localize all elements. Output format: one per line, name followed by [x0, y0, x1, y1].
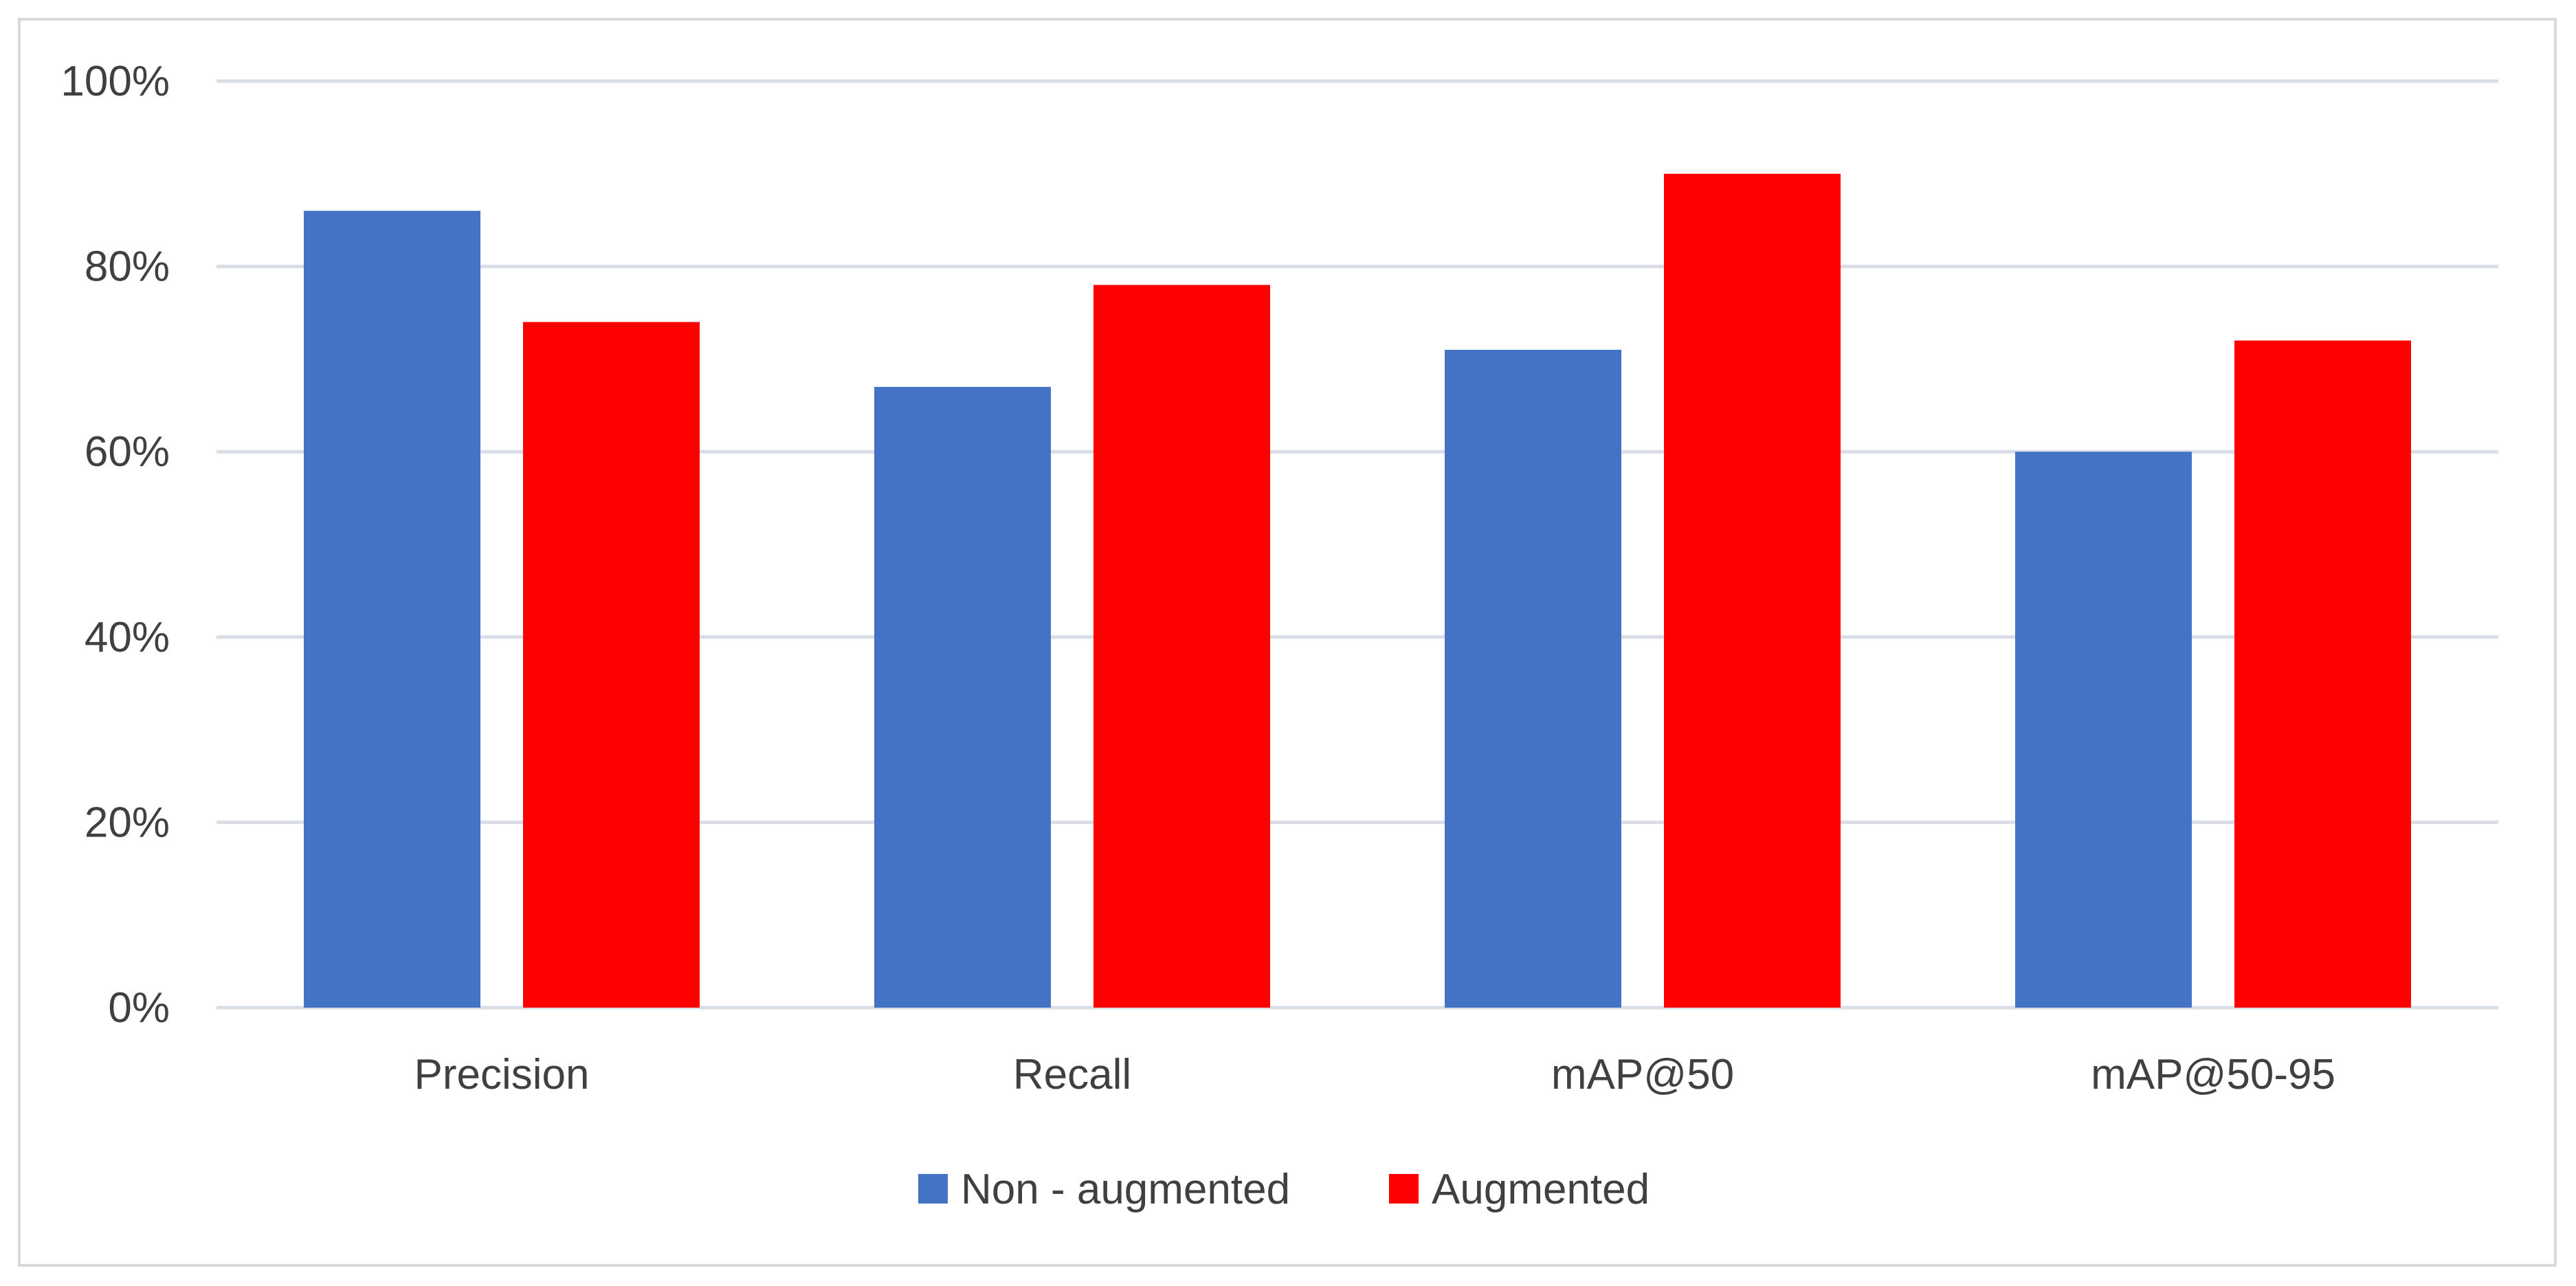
x-category-label: mAP@50-95: [2091, 1051, 2335, 1098]
bar-non-augmented-map-50-95: [2015, 452, 2192, 1008]
legend-swatch: [918, 1174, 948, 1204]
legend: Non - augmented Augmented: [918, 1166, 1650, 1213]
bar-non-augmented-map-50: [1445, 349, 1621, 1008]
bar-augmented-recall: [1093, 285, 1270, 1008]
bar-augmented-precision: [523, 322, 700, 1008]
y-tick-label: 100%: [60, 58, 170, 105]
bar-non-augmented-precision: [304, 210, 480, 1008]
bar-augmented-map-50: [1664, 173, 1841, 1008]
bar-non-augmented-recall: [874, 386, 1051, 1008]
y-tick-label: 80%: [85, 243, 170, 291]
bars: [304, 173, 2411, 1008]
y-tick-label: 20%: [85, 799, 170, 846]
x-category-label: mAP@50: [1551, 1051, 1734, 1098]
y-tick-label: 40%: [85, 614, 170, 661]
x-category-label: Precision: [414, 1051, 590, 1098]
legend-label: Augmented: [1432, 1166, 1650, 1213]
y-tick-label: 60%: [85, 428, 170, 476]
y-tick-label: 0%: [108, 984, 170, 1032]
y-axis-ticks: 0% 20% 40% 60% 80% 100%: [60, 58, 170, 1032]
x-axis-categories: Precision Recall mAP@50 mAP@50-95: [414, 1051, 2335, 1098]
bar-augmented-map-50-95: [2234, 340, 2411, 1008]
legend-swatch: [1389, 1174, 1419, 1204]
x-category-label: Recall: [1013, 1051, 1131, 1098]
legend-label: Non - augmented: [961, 1166, 1290, 1213]
